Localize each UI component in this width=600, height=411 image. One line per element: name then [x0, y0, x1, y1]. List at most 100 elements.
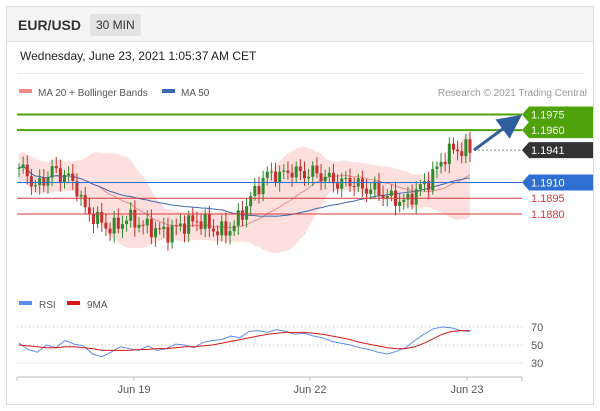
candle-body: [360, 178, 364, 189]
legend-ma50: MA 50: [181, 88, 210, 99]
candle-body: [25, 164, 29, 177]
candle-body: [269, 171, 273, 173]
candle-body: [265, 171, 269, 178]
candle-body: [286, 170, 290, 173]
candle-body: [170, 225, 174, 243]
time-tick-label: Jun 22: [293, 384, 326, 396]
candle-body: [389, 190, 393, 196]
candle-body: [75, 181, 79, 197]
candle-body: [38, 178, 42, 186]
candle-body: [240, 210, 244, 220]
candle-body: [232, 225, 236, 232]
candle-body: [129, 209, 133, 221]
candle-body: [381, 194, 385, 198]
candle-body: [50, 166, 54, 178]
candle-body: [145, 218, 149, 226]
candle-body: [46, 177, 50, 186]
candle-body: [352, 186, 356, 188]
candle-body: [302, 170, 306, 179]
candle-body: [282, 170, 286, 172]
bollinger-band: [19, 132, 470, 253]
candle-body: [298, 166, 302, 171]
candle-body: [29, 176, 33, 187]
candle-body: [199, 221, 203, 229]
candle-body: [83, 195, 87, 208]
candle-body: [435, 166, 439, 169]
candle-body: [108, 228, 112, 234]
candle-body: [319, 173, 323, 182]
candle-body: [149, 218, 153, 238]
time-tick-label: Jun 23: [450, 384, 483, 396]
candle-body: [257, 185, 261, 195]
candle-body: [373, 181, 377, 190]
level-tag-1.1960: [522, 122, 593, 139]
candle-body: [112, 217, 116, 234]
level-tag-1.1941: [522, 142, 593, 159]
candle-body: [427, 181, 431, 191]
candle-body: [398, 201, 402, 206]
candle-body: [431, 168, 435, 191]
level-tag-1.1910: [522, 174, 593, 191]
candle-body: [414, 189, 418, 205]
candle-body: [158, 228, 162, 230]
candle-body: [183, 223, 187, 234]
candle-body: [323, 176, 327, 182]
candle-body: [406, 193, 410, 200]
rsi-tick-label: 50: [531, 340, 543, 352]
candle-body: [447, 143, 451, 165]
candle-body: [104, 222, 108, 229]
candle-body: [58, 168, 62, 183]
candle-body: [348, 177, 352, 187]
candle-body: [468, 139, 472, 153]
candle-body: [67, 173, 71, 175]
candle-body: [377, 181, 381, 195]
legend-swatch-9ma: [67, 301, 80, 305]
candle-body: [63, 174, 67, 183]
legend-9ma: 9MA: [87, 300, 108, 311]
timeframe-badge[interactable]: 30 MIN: [90, 14, 141, 36]
research-credit: Research © 2021 Trading Central: [438, 88, 587, 99]
candle-body: [187, 215, 191, 234]
candle-body: [290, 172, 294, 178]
candle-body: [365, 188, 369, 194]
candle-body: [166, 226, 170, 243]
candle-body: [21, 164, 25, 168]
candle-body: [249, 196, 253, 207]
candle-body: [418, 184, 422, 190]
candle-body: [464, 139, 468, 157]
candle-body: [162, 226, 166, 230]
candle-body: [125, 220, 129, 225]
candle-body: [307, 176, 311, 179]
candle-body: [443, 161, 447, 165]
candle-body: [216, 231, 220, 236]
candle-body: [294, 166, 298, 178]
candle-body: [253, 185, 257, 197]
candle-body: [34, 185, 38, 187]
candle-body: [220, 221, 224, 236]
level-label-1.1880: 1.1880: [531, 209, 565, 221]
time-tick-label: Jun 19: [117, 384, 150, 396]
rsi-ma-line: [18, 330, 470, 351]
chart-header: EUR/USD 30 MIN: [7, 7, 593, 42]
candle-body: [133, 209, 137, 228]
candle-body: [42, 178, 46, 186]
level-label-1.1910: 1.1910: [531, 178, 565, 190]
candle-body: [369, 189, 373, 194]
candle-body: [460, 151, 464, 157]
target-arrow: [473, 114, 522, 152]
candle-body: [191, 215, 195, 222]
candle-body: [344, 177, 348, 179]
candle-body: [141, 224, 145, 226]
level-label-1.1941: 1.1941: [531, 145, 565, 157]
candle-body: [278, 171, 282, 183]
candle-body: [331, 172, 335, 184]
candle-body: [207, 214, 211, 229]
rsi-tick-label: 30: [531, 358, 543, 370]
level-label-1.1895: 1.1895: [531, 193, 565, 205]
candle-body: [54, 166, 58, 169]
candle-body: [327, 172, 331, 177]
candle-body: [120, 224, 124, 229]
candle-body: [154, 228, 158, 238]
candle-body: [228, 231, 232, 236]
candle-body: [195, 221, 199, 223]
